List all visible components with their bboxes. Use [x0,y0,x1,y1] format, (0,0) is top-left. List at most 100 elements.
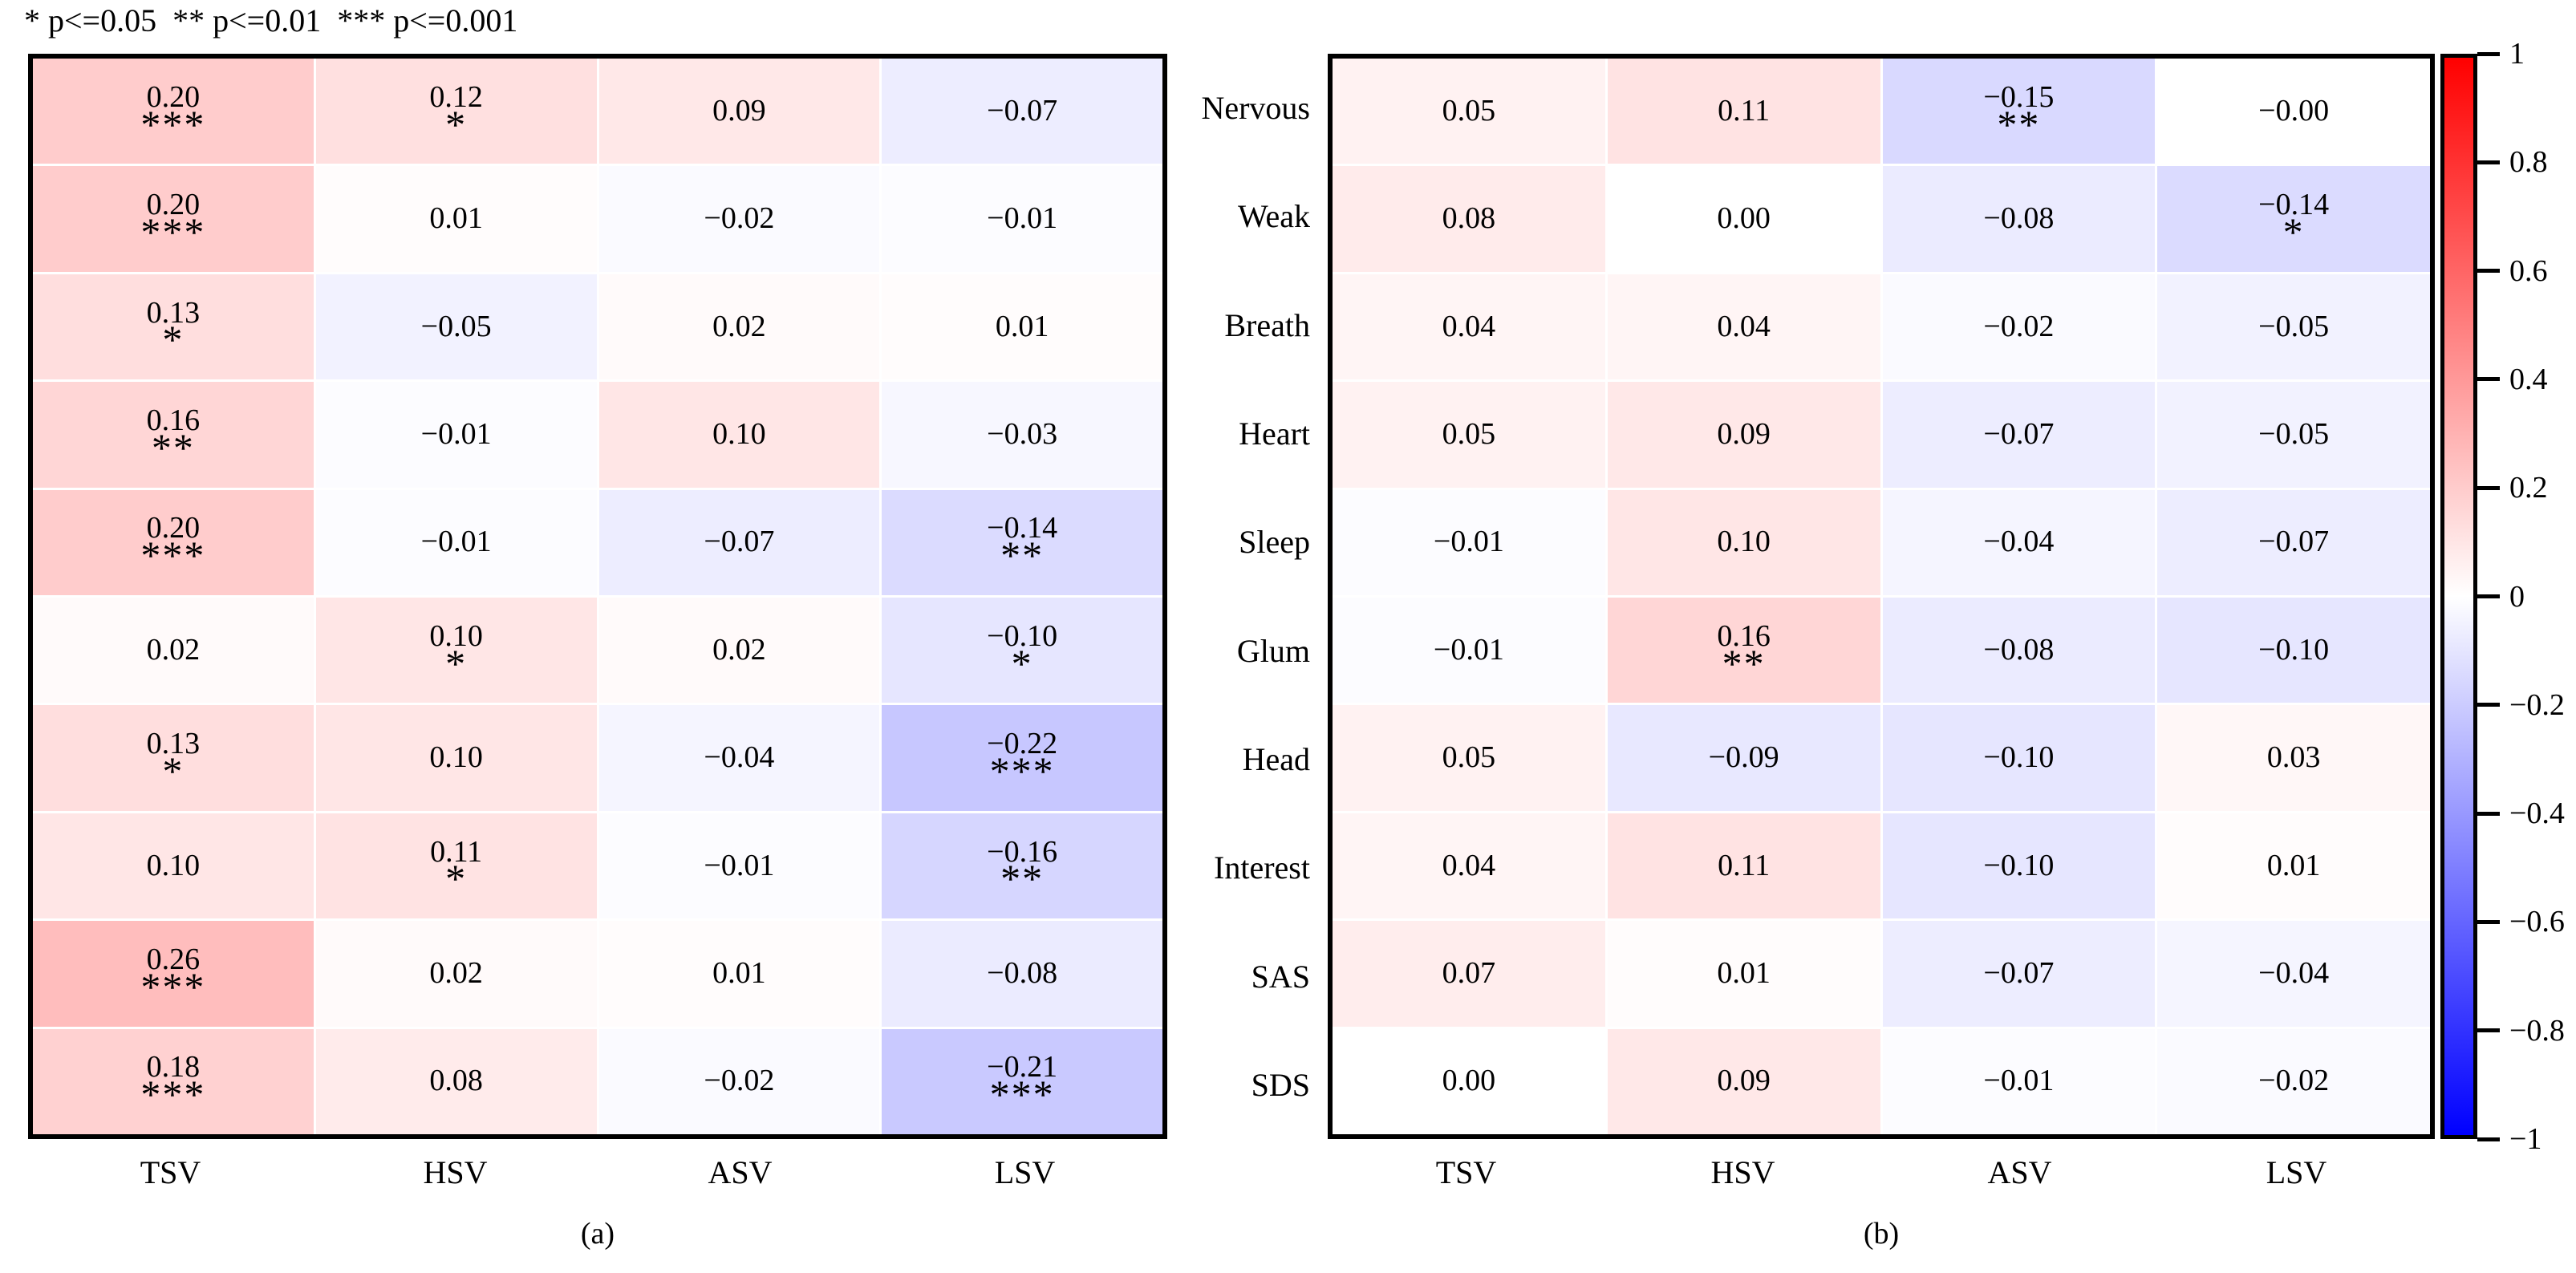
cell-value: −0.07 [987,93,1058,128]
cell-value: −0.02 [704,201,775,236]
cell-value: 0.09 [1717,1064,1771,1098]
cell-value: 0.10 [429,618,483,653]
heatmap-cell: −0.22 *** [882,705,1162,811]
heatmap-cell: −0.01 [1333,489,1605,595]
colorbar-tick-label: 0.8 [2509,145,2548,180]
heatmap-cell: 0.00 [1333,1028,1605,1134]
cell-value: 0.26 [146,942,201,976]
cell-value: 0.10 [429,740,483,775]
heatmap-cell: −0.02 [598,166,880,272]
heatmap-cell: 0.10 [33,813,314,919]
heatmap-panel-a: 0.20 *** 0.12 * 0.09 −0.07 0.20 *** 0.01 −0.02 −0.… [28,54,1167,1139]
cell-value: 0.10 [712,416,766,451]
heatmap-cell: −0.02 [598,1028,880,1134]
cell-value: −0.07 [704,525,775,559]
colorbar-tick [2477,703,2500,707]
significance-legend: * p<=0.05 ** p<=0.01 *** p<=0.001 [24,2,518,39]
heatmap-cell: −0.07 [598,489,880,595]
cell-value: 0.01 [1717,955,1771,990]
heatmap-cell: 0.01 [2157,813,2430,919]
y-axis-label: SAS [1251,958,1310,995]
cell-value: 0.16 [1717,618,1771,653]
cell-value: 0.20 [146,188,201,222]
cell-value: −0.00 [2258,93,2330,128]
cell-significance-stars: * [445,101,468,147]
cell-value: 0.03 [2266,740,2321,775]
heatmap-cell: −0.01 [1882,1028,2156,1134]
cell-value: −0.08 [1983,632,2055,667]
colorbar-tick-label: 0 [2509,579,2525,614]
heatmap-cell: 0.13 * [33,705,314,811]
y-axis-label: Head [1242,740,1310,777]
heatmap-cell: 0.26 *** [33,921,314,1027]
heatmap-cell: −0.01 [315,489,597,595]
heatmap-cell: 0.11 [1607,813,1880,919]
heatmap-cell: −0.00 [2157,59,2430,164]
cell-value: −0.14 [2258,188,2330,222]
cell-value: 0.00 [1717,201,1771,236]
heatmap-cell: 0.02 [315,921,597,1027]
cell-significance-stars: *** [989,1072,1055,1117]
cell-value: −0.01 [1433,632,1504,667]
heatmap-cell: −0.02 [2157,1028,2430,1134]
cell-value: 0.08 [429,1064,483,1098]
cell-value: −0.05 [2258,309,2330,343]
cell-value: −0.03 [987,416,1058,451]
cell-value: −0.07 [1983,955,2055,990]
heatmap-cell: −0.08 [1882,597,2156,703]
cell-value: 0.10 [146,848,201,882]
heatmap-cell: −0.03 [882,382,1162,488]
heatmap-cell: −0.05 [2157,382,2430,488]
x-axis-label: HSV [423,1153,488,1190]
heatmap-cell: 0.02 [33,597,314,703]
cell-significance-stars: *** [140,963,206,1009]
colorbar-tick-label: −0.4 [2509,797,2565,831]
heatmap-cell: −0.07 [1882,921,2156,1027]
cell-value: −0.01 [420,525,492,559]
colorbar-tick [2477,919,2500,924]
cell-value: 0.20 [146,511,201,545]
heatmap-cell: −0.01 [882,166,1162,272]
heatmap-cell: −0.05 [2157,274,2430,380]
colorbar-tick-label: −1 [2509,1122,2542,1156]
heatmap-cell: 0.16 ** [1607,597,1880,703]
y-axis-label: Heart [1239,416,1310,452]
cell-value: 0.05 [1442,93,1496,128]
x-axis-label: ASV [708,1153,773,1190]
heatmap-cell: −0.07 [1882,382,2156,488]
y-axis-label: Nervous [1201,90,1310,127]
heatmap-cell: −0.10 [1882,705,2156,811]
y-axis-label: Glum [1236,632,1310,669]
heatmap-cell: −0.04 [598,705,880,811]
cell-value: −0.02 [1983,309,2055,343]
cell-value: −0.10 [2258,632,2330,667]
heatmap-cell: 0.10 * [315,597,597,703]
cell-significance-stars: * [2282,209,2305,255]
cell-value: 0.11 [1718,848,1771,882]
cell-value: 0.04 [1717,309,1771,343]
heatmap-cell: −0.05 [315,274,597,380]
heatmap-cell: 0.02 [598,274,880,380]
heatmap-cell: −0.04 [2157,921,2430,1027]
colorbar-tick [2477,811,2500,816]
heatmap-cell: 0.08 [1333,166,1605,272]
x-axis-label: HSV [1710,1153,1775,1190]
cell-value: −0.01 [1433,525,1504,559]
heatmap-cell: −0.14 * [2157,166,2430,272]
cell-value: 0.01 [429,201,483,236]
cell-value: 0.13 [146,727,201,761]
cell-significance-stars: *** [989,748,1055,794]
heatmap-cell: 0.09 [1607,382,1880,488]
cell-value: −0.01 [704,848,775,882]
heatmap-cell: −0.10 [2157,597,2430,703]
heatmap-cell: −0.04 [1882,489,2156,595]
cell-value: −0.04 [704,740,775,775]
x-axis-label: ASV [1987,1153,2052,1190]
heatmap-cell: 0.01 [882,274,1162,380]
cell-value: −0.05 [2258,416,2330,451]
heatmap-cell: 0.09 [1607,1028,1880,1134]
x-axis-label: TSV [1435,1153,1497,1190]
colorbar-tick-label: 0.2 [2509,471,2548,505]
heatmap-b-grid: 0.05 0.11 −0.15 ** −0.00 0.08 0.00 −0.08 −0.14 * 0… [1333,59,2430,1134]
cell-value: −0.10 [1983,740,2055,775]
